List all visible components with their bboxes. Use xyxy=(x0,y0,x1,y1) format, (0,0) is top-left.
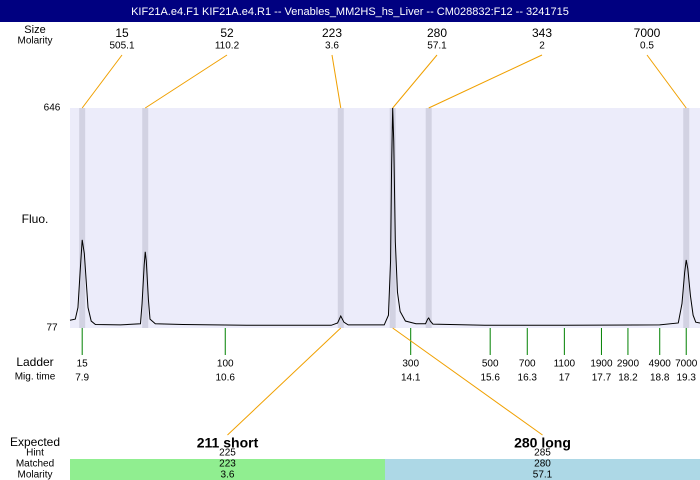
ladder-size: 500 xyxy=(482,359,499,370)
peak-link xyxy=(428,54,543,109)
title: KIF21A.e4.F1 KIF21A.e4.R1 -- Venables_MM… xyxy=(131,6,569,18)
ladder-size: 7000 xyxy=(675,359,698,370)
peak-size: 280 xyxy=(427,26,447,40)
row-label: Hint xyxy=(26,448,44,459)
match-link xyxy=(392,327,543,436)
title-bar xyxy=(0,0,700,22)
y-tick-label: 77 xyxy=(46,323,58,334)
ladder-time: 14.1 xyxy=(401,373,421,384)
ladder-size: 300 xyxy=(402,359,419,370)
peak-size: 343 xyxy=(532,26,552,40)
peak-band xyxy=(79,108,86,328)
peak-link xyxy=(646,54,687,109)
ladder-time: 15.6 xyxy=(480,373,500,384)
peak-link xyxy=(331,54,342,109)
peak-band xyxy=(142,108,149,328)
peak-size: 223 xyxy=(322,26,342,40)
ladder-time: 7.9 xyxy=(75,373,89,384)
ladder-size: 15 xyxy=(77,359,89,370)
product-matched: 223 xyxy=(219,459,236,470)
product-band xyxy=(70,459,385,480)
ladder-size: 700 xyxy=(519,359,536,370)
y-tick-label: 646 xyxy=(44,103,61,114)
ladder-time: 17 xyxy=(559,373,571,384)
peak-molarity: 0.5 xyxy=(640,41,654,52)
ladder-size: 1100 xyxy=(554,359,576,370)
size-label: Size xyxy=(24,24,45,36)
plot-area xyxy=(70,108,700,328)
product-band xyxy=(385,459,700,480)
row-label: Matched xyxy=(16,459,54,470)
trace-line xyxy=(69,107,700,326)
ladder-time: 18.8 xyxy=(650,373,670,384)
peak-band xyxy=(425,108,432,328)
product-name: 211 short xyxy=(197,435,259,451)
ladder-size: 100 xyxy=(217,359,234,370)
ladder-time: 17.7 xyxy=(592,373,612,384)
product-matched: 280 xyxy=(534,459,551,470)
peak-size: 52 xyxy=(220,26,234,40)
ladder-label: Ladder xyxy=(16,355,53,369)
peak-molarity: 110.2 xyxy=(215,41,240,52)
peak-link xyxy=(81,54,123,109)
peak-molarity: 3.6 xyxy=(325,41,339,52)
y-axis-label: Fluo. xyxy=(22,212,49,226)
ladder-size: 1900 xyxy=(590,359,613,370)
ladder-size: 4900 xyxy=(649,359,672,370)
mig-time-label: Mig. time xyxy=(15,372,56,383)
match-link xyxy=(227,327,342,436)
ladder-size: 2900 xyxy=(617,359,640,370)
peak-molarity: 2 xyxy=(539,41,545,52)
ladder-time: 10.6 xyxy=(216,373,236,384)
peak-molarity: 505.1 xyxy=(109,41,134,52)
peak-band xyxy=(337,108,344,328)
product-hint: 285 xyxy=(534,448,551,459)
product-hint: 225 xyxy=(219,448,236,459)
product-molarity: 3.6 xyxy=(221,470,235,480)
peak-link xyxy=(392,54,438,109)
peak-link xyxy=(144,54,228,109)
product-name: 280 long xyxy=(514,435,571,451)
ladder-time: 16.3 xyxy=(518,373,538,384)
peak-band xyxy=(683,108,690,328)
ladder-time: 19.3 xyxy=(676,373,696,384)
peak-molarity: 57.1 xyxy=(427,41,447,52)
peak-size: 15 xyxy=(115,26,129,40)
peak-size: 7000 xyxy=(634,26,661,40)
expected-label: Expected xyxy=(10,435,60,449)
row-label: Molarity xyxy=(17,470,52,480)
ladder-time: 18.2 xyxy=(618,373,638,384)
molarity-label: Molarity xyxy=(17,36,52,47)
peak-band xyxy=(389,108,396,328)
product-molarity: 57.1 xyxy=(533,470,553,480)
